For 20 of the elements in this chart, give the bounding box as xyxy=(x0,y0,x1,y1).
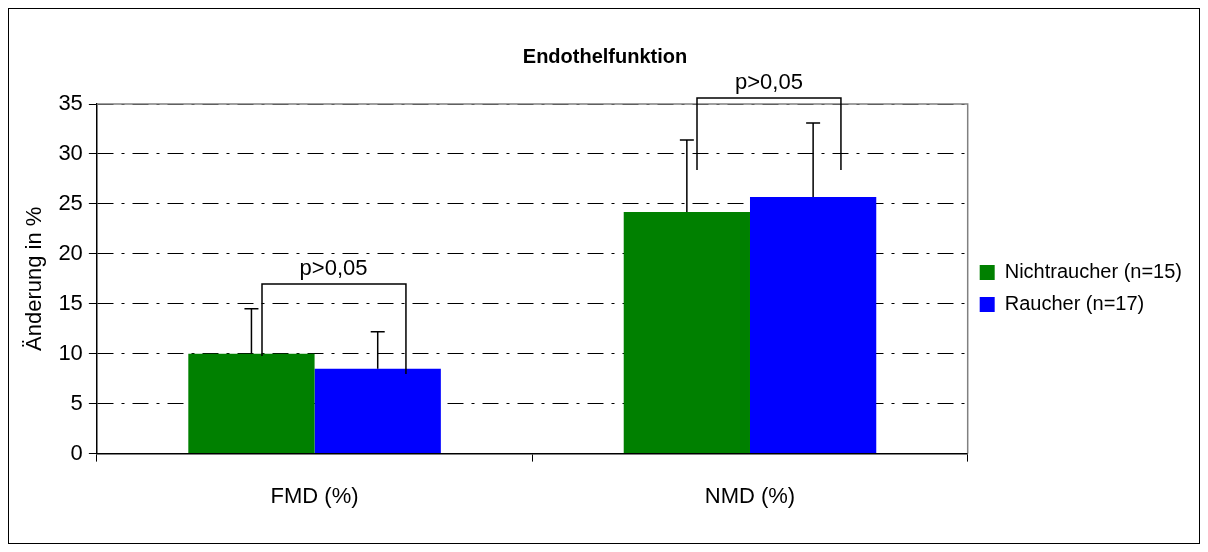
y-tick-label: 0 xyxy=(70,439,83,465)
y-tick-label: 25 xyxy=(58,189,83,215)
y-tick-label: 20 xyxy=(58,239,83,265)
bar xyxy=(314,368,441,454)
bar xyxy=(188,353,315,454)
y-tick-label: 15 xyxy=(58,289,83,315)
bar xyxy=(623,211,750,454)
y-tick-label: 5 xyxy=(70,389,83,415)
y-tick-label: 35 xyxy=(58,90,83,116)
y-axis-title: Änderung in % xyxy=(21,206,47,351)
chart-title: Endothelfunktion xyxy=(522,44,688,67)
x-tick-label: FMD (%) xyxy=(270,482,359,508)
annotation: p>0,05 xyxy=(299,254,368,281)
bar xyxy=(749,196,877,454)
y-tick-label: 10 xyxy=(58,339,83,365)
text: p>0,05 xyxy=(734,68,803,95)
legend-label: Nichtraucher (n=15) xyxy=(1004,260,1183,283)
y-tick-label: 30 xyxy=(58,140,83,166)
legend-label: Raucher (n=17) xyxy=(1004,292,1145,315)
x-tick-label: NMD (%) xyxy=(704,482,796,508)
